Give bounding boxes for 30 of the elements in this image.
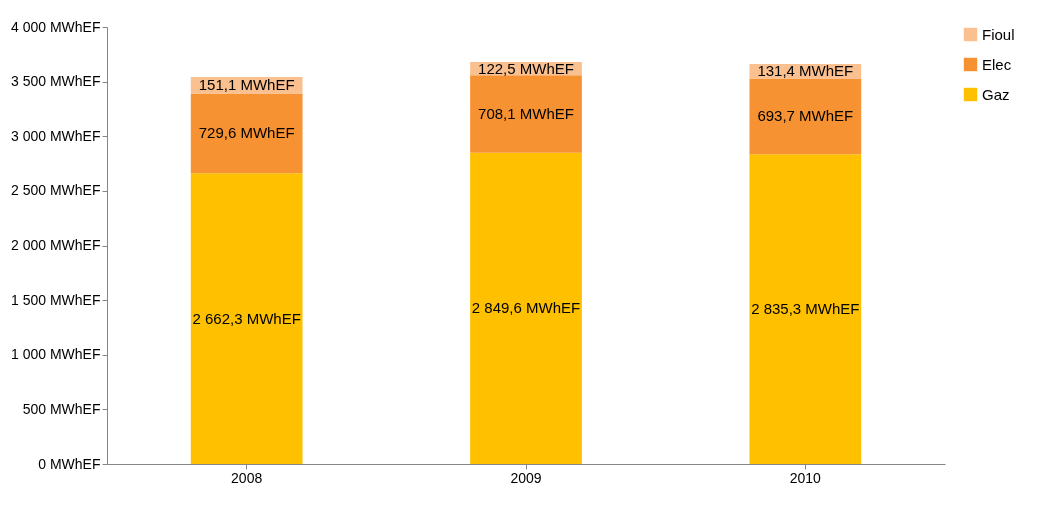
bar bbox=[470, 152, 582, 464]
bar bbox=[470, 75, 582, 153]
data-label: 131,4 MWhEF bbox=[757, 62, 854, 80]
data-label: 693,7 MWhEF bbox=[757, 107, 854, 125]
x-tick-label: 2008 bbox=[231, 469, 263, 486]
legend-label: Elec bbox=[982, 55, 1012, 73]
bar bbox=[749, 154, 862, 464]
data-label: 151,1 MWhEF bbox=[198, 76, 295, 94]
x-tick-label: 2009 bbox=[510, 469, 542, 486]
y-tick-label: 1 500 MWhEF bbox=[11, 291, 101, 308]
data-label: 2 662,3 MWhEF bbox=[192, 309, 301, 327]
bar bbox=[749, 78, 862, 155]
y-tick-label: 2 500 MWhEF bbox=[11, 182, 101, 199]
y-tick-label: 4 000 MWhEF bbox=[11, 18, 101, 35]
data-label: 729,6 MWhEF bbox=[198, 124, 295, 142]
y-tick-label: 3 500 MWhEF bbox=[11, 73, 101, 90]
bar bbox=[190, 93, 303, 174]
data-label: 2 835,3 MWhEF bbox=[751, 300, 860, 318]
x-tick-label: 2010 bbox=[789, 469, 822, 486]
y-tick-label: 500 MWhEF bbox=[22, 400, 101, 417]
data-label: 2 849,6 MWhEF bbox=[471, 299, 581, 317]
y-tick-label: 1 000 MWhEF bbox=[11, 346, 101, 363]
y-tick-label: 3 000 MWhEF bbox=[11, 127, 101, 144]
legend-label: Gaz bbox=[982, 85, 1010, 103]
legend-label: Fioul bbox=[982, 25, 1015, 43]
data-label: 122,5 MWhEF bbox=[478, 59, 574, 77]
y-tick-label: 0 MWhEF bbox=[38, 455, 101, 472]
y-tick-label: 2 000 MWhEF bbox=[11, 237, 101, 253]
data-label: 708,1 MWhEF bbox=[478, 105, 574, 122]
bar bbox=[190, 173, 303, 464]
